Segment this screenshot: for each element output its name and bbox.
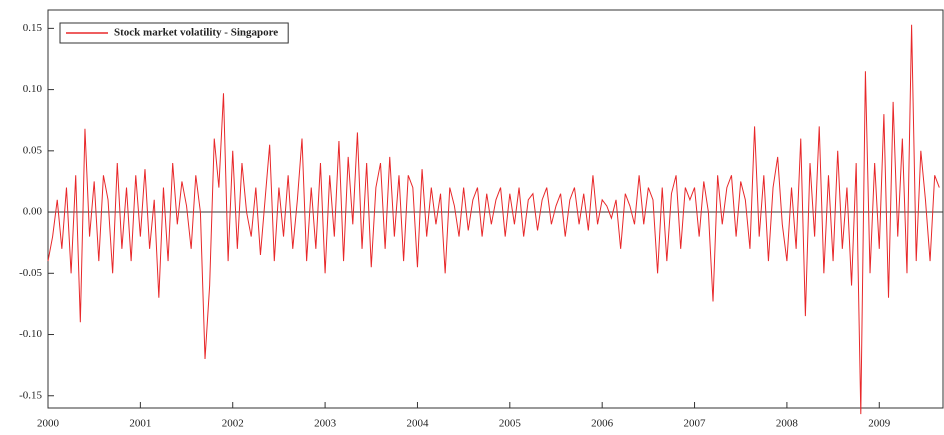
x-tick-label: 2005 <box>499 418 522 430</box>
y-tick-label: 0.00 <box>23 206 43 218</box>
legend-label: Stock market volatility - Singapore <box>114 27 278 39</box>
x-tick-label: 2000 <box>37 418 60 430</box>
x-tick-label: 2007 <box>684 418 707 430</box>
series-line <box>47 24 940 415</box>
x-tick-label: 2009 <box>868 418 891 430</box>
x-tick-label: 2004 <box>406 418 429 430</box>
y-tick-label: -0.15 <box>19 389 42 401</box>
y-tick-label: -0.05 <box>19 267 42 279</box>
y-tick-label: 0.05 <box>23 144 43 156</box>
x-tick-label: 2001 <box>129 418 151 430</box>
x-tick-label: 2008 <box>776 418 799 430</box>
x-tick-label: 2002 <box>222 418 244 430</box>
x-tick-label: 2006 <box>591 418 614 430</box>
legend-box <box>59 22 289 44</box>
x-tick-label: 2003 <box>314 418 337 430</box>
y-tick-label: 0.15 <box>23 22 43 34</box>
plot-frame <box>47 9 944 409</box>
y-tick-label: -0.10 <box>19 328 42 340</box>
y-tick-label: 0.10 <box>23 83 43 95</box>
